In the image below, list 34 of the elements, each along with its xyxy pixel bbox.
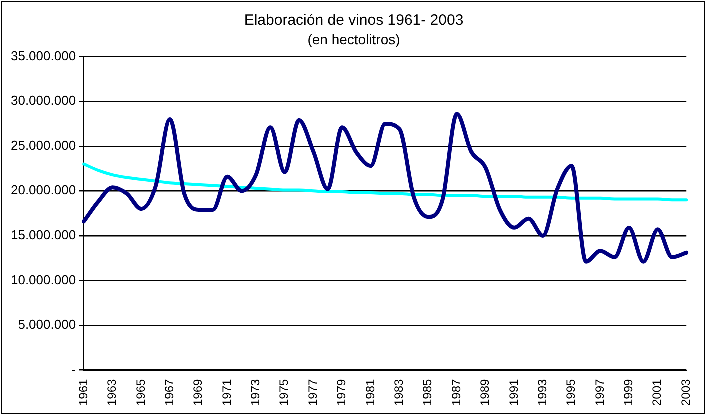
y-tick-label: 5.000.000: [18, 317, 76, 332]
y-tick-label: 25.000.000: [10, 138, 76, 153]
x-tick-label: 1985: [420, 378, 435, 406]
x-tick-label: 2001: [650, 378, 664, 406]
x-tick-label: 1963: [105, 378, 120, 406]
x-tick-label: 1975: [277, 378, 292, 406]
x-tick-label: 1997: [592, 378, 607, 406]
line-series: [82, 112, 689, 264]
x-tick-label: 1983: [392, 378, 406, 406]
x-tick-label: 1995: [564, 378, 578, 406]
x-tick-label: 1969: [191, 378, 206, 406]
y-tick-label: -: [72, 362, 76, 377]
x-tick-label: 1973: [248, 378, 263, 406]
x-tick-label: 1979: [334, 378, 349, 406]
x-tick-label: 2003: [678, 378, 693, 406]
y-tick-label: 10.000.000: [10, 272, 76, 288]
x-tick-label: 1987: [449, 378, 464, 406]
y-tick-label: 35.000.000: [10, 48, 76, 64]
x-tick-label: 1961: [76, 378, 90, 406]
x-tick-label: 1971: [220, 378, 234, 406]
chart-subtitle: (en hectolitros): [308, 31, 400, 48]
x-tick-label: 1991: [506, 378, 521, 406]
y-tick-label: 30.000.000: [10, 93, 76, 108]
x-tick-label: 1999: [622, 378, 636, 406]
chart-title: Elaboración de vinos 1961- 2003: [244, 12, 464, 30]
x-tick-label: 1993: [535, 378, 550, 406]
x-tick-label: 1989: [478, 378, 492, 406]
line-series: [82, 162, 688, 202]
x-tick-label: 1965: [134, 378, 148, 406]
y-tick-label: 15.000.000: [10, 228, 76, 243]
y-tick-label: 20.000.000: [10, 182, 76, 198]
x-tick-label: 1981: [363, 378, 378, 406]
x-tick-label: 1977: [306, 378, 320, 406]
x-tick-label: 1967: [162, 378, 176, 406]
